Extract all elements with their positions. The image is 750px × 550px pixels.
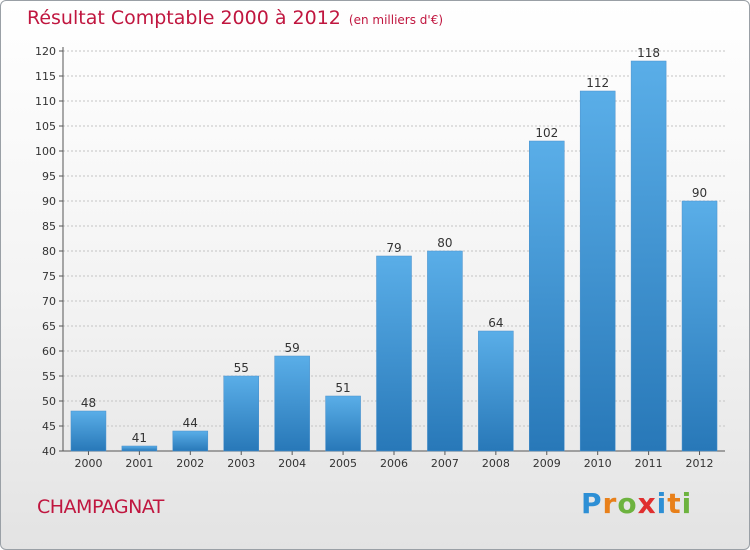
commune-name: CHAMPAGNAT [37, 496, 164, 518]
x-tick-label: 2004 [278, 457, 306, 470]
bar-2000 [70, 410, 107, 452]
bar-2007 [427, 250, 463, 452]
y-tick-label: 65 [42, 320, 56, 333]
data-label: 80 [437, 236, 452, 250]
x-tick-label: 2008 [482, 457, 510, 470]
logo-letter: i [656, 487, 668, 520]
logo-letter: r [602, 487, 618, 520]
y-tick-label: 70 [42, 295, 56, 308]
y-tick-label: 75 [42, 270, 56, 283]
logo-letter: i [681, 487, 693, 520]
bars [70, 60, 718, 452]
data-label: 118 [637, 46, 660, 60]
bar-2002 [172, 430, 209, 452]
data-label: 90 [692, 186, 707, 200]
logo-letter: P [581, 487, 603, 520]
data-label: 44 [183, 416, 198, 430]
x-tick-label: 2001 [125, 457, 153, 470]
y-tick-label: 90 [42, 195, 56, 208]
x-tick-label: 2007 [431, 457, 459, 470]
data-label: 64 [488, 316, 503, 330]
bar-2006 [376, 255, 412, 452]
data-label: 102 [535, 126, 558, 140]
chart-title-block: Résultat Comptable 2000 à 2012 (en millie… [27, 7, 443, 29]
data-label: 55 [234, 361, 249, 375]
bar-2010 [579, 90, 616, 452]
proxiti-logo: Proxiti [581, 487, 692, 520]
labels: 40 45 50 55 60 65 70 75 80 85 90 95 100 105 110 115 120 4… [35, 45, 714, 470]
x-tick-label: 2003 [227, 457, 255, 470]
y-tick-label: 110 [35, 95, 56, 108]
y-tick-label: 45 [42, 420, 56, 433]
data-label: 112 [586, 76, 609, 90]
y-tick-label: 60 [42, 345, 56, 358]
logo-letter: t [667, 487, 682, 520]
logo-letter: o [617, 487, 638, 520]
data-label: 79 [386, 241, 401, 255]
x-tick-label: 2010 [584, 457, 612, 470]
y-tick-label: 105 [35, 120, 56, 133]
y-tick-label: 55 [42, 370, 56, 383]
y-tick-label: 115 [35, 70, 56, 83]
y-tick-label: 80 [42, 245, 56, 258]
y-tick-label: 40 [42, 445, 56, 458]
y-tick-label: 95 [42, 170, 56, 183]
logo-letter: x [637, 487, 657, 520]
data-label: 59 [285, 341, 300, 355]
bar-2003 [223, 375, 259, 452]
bar-2008 [478, 330, 514, 452]
x-tick-label: 2000 [74, 457, 102, 470]
y-tick-label: 120 [35, 45, 56, 58]
bar-2012 [681, 200, 718, 452]
data-label: 48 [81, 396, 96, 410]
bar-2009 [529, 140, 565, 452]
y-tick-label: 100 [35, 145, 56, 158]
x-tick-label: 2006 [380, 457, 408, 470]
bar-2001 [121, 445, 158, 452]
y-tick-label: 85 [42, 220, 56, 233]
data-label: 41 [132, 431, 147, 445]
x-tick-label: 2005 [329, 457, 357, 470]
x-tick-label: 2009 [533, 457, 561, 470]
x-tick-label: 2012 [686, 457, 714, 470]
chart-subtitle: (en milliers d'€) [348, 13, 444, 27]
bar-2011 [630, 60, 667, 452]
chart-title: Résultat Comptable 2000 à 2012 [27, 7, 341, 29]
data-label: 51 [335, 381, 350, 395]
bar-2005 [325, 395, 361, 452]
x-tick-label: 2011 [635, 457, 663, 470]
bar-2004 [274, 355, 310, 452]
x-tick-label: 2002 [176, 457, 204, 470]
y-tick-label: 50 [42, 395, 56, 408]
